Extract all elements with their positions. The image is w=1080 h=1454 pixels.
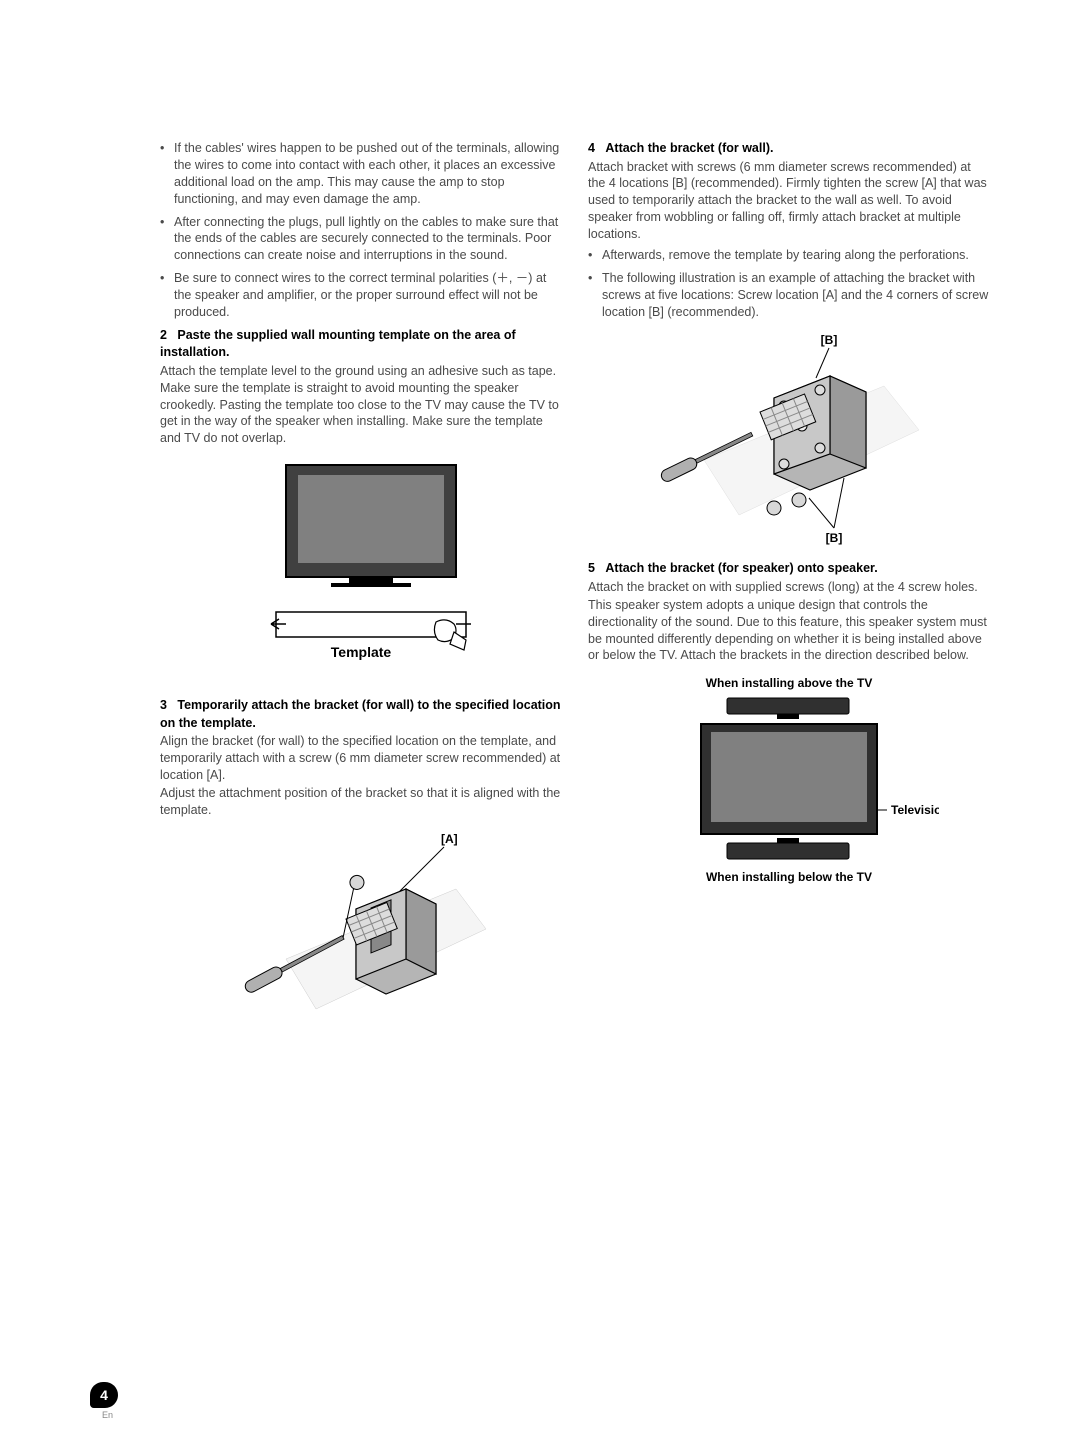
step-3-body: Align the bracket (for wall) to the spec…	[160, 733, 562, 784]
step-title: Temporarily attach the bracket (for wall…	[160, 698, 561, 730]
label-b: [B]	[821, 333, 838, 347]
bullet-dot: •	[160, 270, 174, 321]
step-4-heading: 4 Attach the bracket (for wall).	[588, 140, 990, 158]
step-title: Attach the bracket (for wall).	[605, 141, 773, 155]
step-3-body: Adjust the attachment position of the br…	[160, 785, 562, 819]
label-b: [B]	[826, 531, 843, 545]
bullet-item: • If the cables' wires happen to be push…	[160, 140, 562, 208]
bullet-item: • Afterwards, remove the template by tea…	[588, 247, 990, 264]
bullet-dot: •	[160, 214, 174, 265]
label-a: [A]	[441, 832, 458, 846]
right-column: 4 Attach the bracket (for wall). Attach …	[588, 140, 990, 1059]
caption-below: When installing below the TV	[588, 870, 990, 884]
bullet-text: Afterwards, remove the template by teari…	[602, 247, 990, 264]
bullet-dot: •	[588, 270, 602, 321]
bullet-dot: •	[160, 140, 174, 208]
template-label: Template	[331, 644, 392, 660]
figure-bracket-a: [A]	[160, 829, 562, 1049]
bullet-item: • After connecting the plugs, pull light…	[160, 214, 562, 265]
step-number: 4	[588, 141, 595, 155]
bullet-text: Be sure to connect wires to the correct …	[174, 270, 562, 321]
step-5-body: Attach the bracket on with supplied scre…	[588, 579, 990, 596]
figure-bracket-b: [B] [B]	[588, 330, 990, 550]
bullet-text: If the cables' wires happen to be pushed…	[174, 140, 562, 208]
step-number: 5	[588, 561, 595, 575]
step-title: Attach the bracket (for speaker) onto sp…	[605, 561, 877, 575]
step-5-heading: 5 Attach the bracket (for speaker) onto …	[588, 560, 990, 578]
bullet-text: After connecting the plugs, pull lightly…	[174, 214, 562, 265]
step-title: Paste the supplied wall mounting templat…	[160, 328, 516, 360]
bullet-item: • Be sure to connect wires to the correc…	[160, 270, 562, 321]
bullet-dot: •	[588, 247, 602, 264]
page-number: 4	[90, 1382, 118, 1408]
step-number: 3	[160, 698, 167, 712]
step-5-body: This speaker system adopts a unique desi…	[588, 597, 990, 665]
figure-template: Template	[160, 457, 562, 687]
step-number: 2	[160, 328, 167, 342]
tv-label: Television	[891, 803, 939, 817]
step-2-body: Attach the template level to the ground …	[160, 363, 562, 447]
step-4-body: Attach bracket with screws (6 mm diamete…	[588, 159, 990, 243]
step-2-heading: 2 Paste the supplied wall mounting templ…	[160, 327, 562, 362]
bullet-item: • The following illustration is an examp…	[588, 270, 990, 321]
figure-tv-positions: Television	[588, 694, 990, 866]
caption-above: When installing above the TV	[588, 676, 990, 690]
language-label: En	[102, 1410, 113, 1420]
left-column: • If the cables' wires happen to be push…	[160, 140, 562, 1059]
bullet-text: The following illustration is an example…	[602, 270, 990, 321]
step-3-heading: 3 Temporarily attach the bracket (for wa…	[160, 697, 562, 732]
